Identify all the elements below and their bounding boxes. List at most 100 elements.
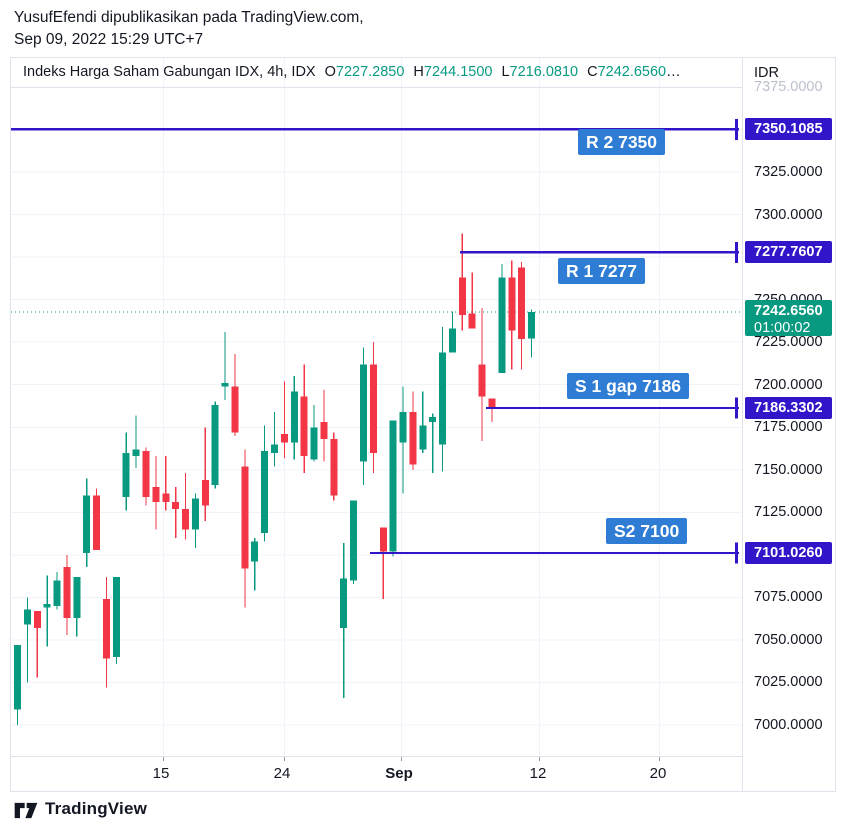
bar-countdown-timer: 01:00:02 [754, 320, 811, 337]
chart-plot-area[interactable]: R 2 7350 R 1 7277 S 1 gap 7186 S2 7100 [11, 88, 742, 756]
ohlc-field-label: O [324, 64, 336, 80]
header-timestamp: Sep 09, 2022 15:29 UTC+7 [14, 30, 204, 48]
time-axis-tickmark [401, 757, 402, 761]
candle [359, 347, 367, 486]
time-axis-label: 15 [152, 765, 170, 782]
level-price-badge: 7350.1085 [745, 118, 832, 141]
time-axis-pane[interactable]: 15 24 Sep 12 20 [11, 756, 742, 791]
level-annotation-label[interactable]: S 1 gap 7186 [567, 373, 690, 399]
time-axis-label: Sep [385, 765, 413, 782]
price-axis-tick: 7075.0000 [754, 589, 823, 606]
time-axis-label: 12 [529, 765, 547, 782]
candle [172, 486, 180, 538]
price-axis-tick: 7225.0000 [754, 334, 823, 351]
candle [122, 432, 130, 511]
price-axis-tick: 7000.0000 [754, 717, 823, 733]
price-axis-tick: 7050.0000 [754, 631, 823, 648]
ohlc-field-value: 7242.6560 [597, 64, 667, 80]
tradingview-logo-icon[interactable] [14, 800, 38, 819]
header: YusufEfendi dipublikasikan pada TradingV… [14, 7, 364, 50]
price-axis-tick: 7125.0000 [754, 504, 823, 521]
level-annotation-label[interactable]: S2 7100 [606, 518, 688, 544]
ohlc-field-label: C [587, 64, 598, 80]
level-line-endcap[interactable] [735, 397, 739, 419]
candle [102, 576, 110, 688]
candle [310, 405, 318, 462]
candle [280, 381, 288, 458]
level-annotation-label[interactable]: R 1 7277 [558, 258, 646, 284]
candle [112, 576, 120, 664]
candle [241, 449, 249, 608]
chart-titlebar: Indeks Harga Saham Gabungan IDX, 4h, IDX… [11, 58, 742, 88]
candle [419, 391, 427, 453]
ohlc-field-label: L [501, 64, 510, 80]
chart-widget: Indeks Harga Saham Gabungan IDX, 4h, IDX… [10, 57, 836, 792]
candle [340, 542, 348, 698]
candle [261, 425, 269, 542]
candle [251, 537, 259, 591]
level-price-badge: 7101.0260 [745, 542, 832, 565]
candle [389, 420, 397, 557]
symbol-title: Indeks Harga Saham Gabungan IDX, 4h, IDX [23, 64, 316, 80]
candle [191, 493, 199, 549]
ohlc-ellipsis: … [666, 64, 681, 80]
candle [162, 456, 170, 511]
candle [63, 554, 71, 635]
candle [271, 411, 279, 467]
time-axis-label: 20 [649, 765, 667, 782]
time-axis-tickmark [163, 757, 164, 761]
last-price-badge: 7242.6560 01:00:02 [745, 300, 832, 337]
level-price-badge: 7277.7607 [745, 241, 832, 264]
time-axis-tickmark [539, 757, 540, 761]
ohlc-field-label: H [413, 64, 424, 80]
candle [53, 571, 61, 610]
candle [201, 427, 209, 521]
candle [33, 611, 41, 678]
candle [399, 386, 407, 494]
price-axis-pane[interactable]: IDR 7375.00007325.00007300.00007250.0000… [742, 58, 835, 791]
level-price-badge: 7186.3302 [745, 396, 832, 419]
price-axis-tick: 7150.0000 [754, 461, 823, 478]
candle [152, 456, 160, 530]
candle [300, 364, 308, 474]
level-line-endcap[interactable] [735, 118, 739, 140]
candle [231, 354, 239, 436]
candle [439, 326, 447, 472]
candle [23, 597, 31, 683]
candle [43, 575, 51, 647]
ohlc-readout: O7227.2850 H7244.1500 L7216.0810 C7242.6560… [316, 64, 681, 80]
header-attribution: YusufEfendi dipublikasikan pada TradingV… [14, 9, 364, 26]
candle [182, 473, 190, 540]
candle [93, 488, 101, 550]
level-line-endcap[interactable] [735, 542, 739, 564]
candle [290, 376, 298, 460]
candle [458, 233, 466, 331]
candle [518, 262, 526, 370]
candle [448, 311, 456, 353]
tradingview-wordmark[interactable]: TradingView [45, 799, 148, 818]
candle [350, 500, 358, 584]
candle [330, 432, 338, 501]
candle [498, 263, 506, 373]
ohlc-field-value: 7244.1500 [423, 64, 493, 80]
last-price-value: 7242.6560 [754, 303, 823, 320]
ohlc-field-value: 7216.0810 [509, 64, 579, 80]
price-axis-tick: 7325.0000 [754, 164, 823, 181]
price-axis-tick: 7375.0000 [754, 79, 823, 95]
price-axis-tick: 7175.0000 [754, 419, 823, 436]
candle [221, 331, 229, 401]
candle [211, 401, 219, 489]
candle [132, 415, 140, 469]
level-line-endcap[interactable] [735, 241, 739, 263]
candle [478, 308, 486, 441]
price-axis-tick: 7300.0000 [754, 206, 823, 223]
candle [528, 309, 536, 358]
candle [142, 447, 150, 506]
candle [320, 389, 328, 462]
level-annotation-label[interactable]: R 2 7350 [578, 129, 666, 155]
candle [14, 645, 21, 725]
candle [379, 527, 387, 600]
candle [429, 413, 437, 474]
candle [73, 576, 81, 637]
